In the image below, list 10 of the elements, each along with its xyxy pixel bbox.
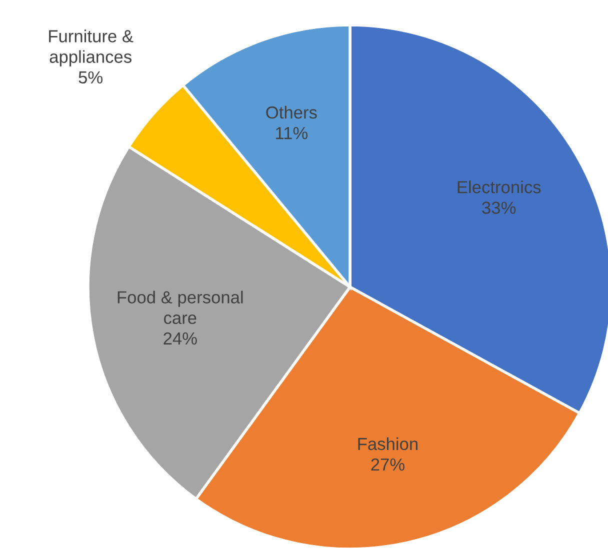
data-label: 27% (371, 458, 404, 471)
data-label: 5% (78, 71, 103, 84)
data-label: 11% (276, 127, 308, 140)
slice-label: Food & personal care (118, 290, 243, 324)
slice-label: Fashion (358, 437, 418, 450)
slice-label: Furniture & appliances (49, 30, 134, 66)
slice-label: Electronics (458, 180, 541, 194)
slice-label: Others (266, 106, 317, 119)
data-label: 24% (164, 332, 197, 345)
data-label: 33% (482, 202, 516, 214)
